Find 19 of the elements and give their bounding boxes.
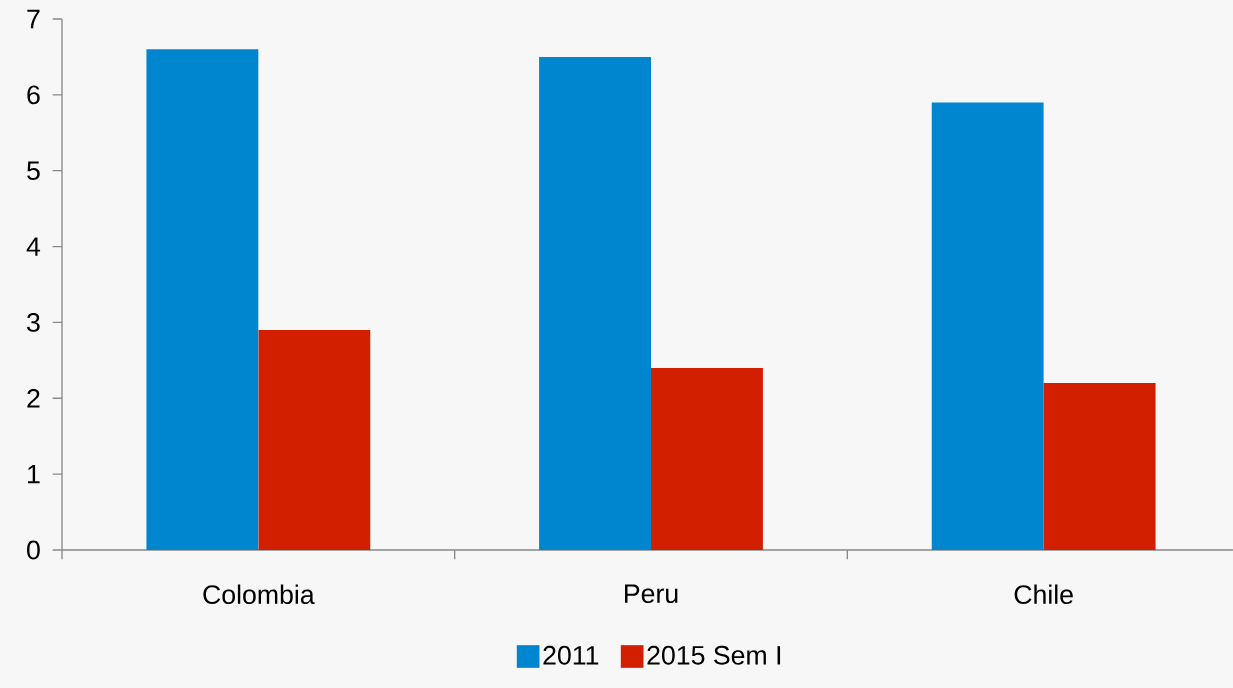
bar [258, 330, 371, 550]
bar [651, 367, 763, 550]
legend-label: 2015 Sem I [647, 645, 781, 665]
y-tick-label: 7 [27, 9, 40, 29]
y-tick-label: 6 [27, 85, 40, 105]
bar [146, 49, 259, 550]
bar [1043, 383, 1156, 550]
x-tick-label: Peru [625, 584, 678, 604]
x-tick-label: Colombia [203, 584, 315, 605]
y-tick-label: 0 [27, 540, 40, 560]
legend-label: 2011 [543, 645, 599, 665]
y-tick-label: 2 [27, 388, 40, 408]
y-tick-label: 4 [26, 237, 41, 256]
y-tick-label: 5 [27, 161, 40, 180]
y-tick-label: 3 [27, 312, 40, 332]
x-tick-label: Chile [1014, 584, 1073, 605]
y-tick-label: 1 [28, 464, 40, 484]
bar [539, 56, 651, 550]
bar [931, 102, 1044, 550]
